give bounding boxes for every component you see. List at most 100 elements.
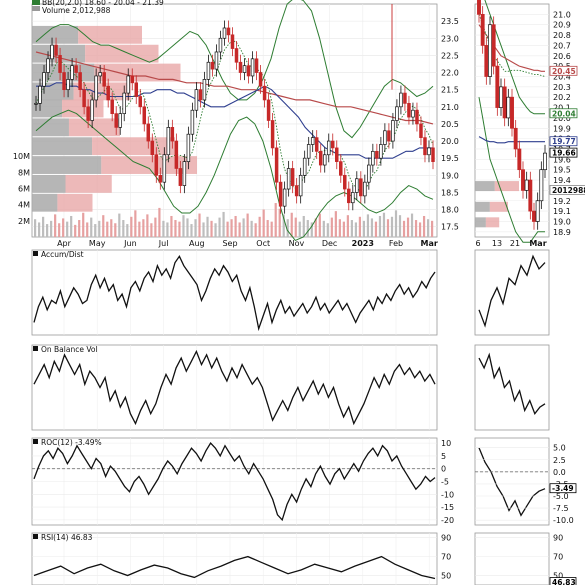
volume-bar [390, 216, 394, 237]
zoom-date-label: 13 [492, 239, 502, 248]
volume-bar [414, 220, 418, 237]
candle-body [387, 130, 391, 142]
month-label: Apr [57, 239, 72, 248]
candle-body [178, 168, 183, 186]
bb-legend-swatch [32, 0, 40, 5]
zoom-price-tick-label: 19.2 [553, 197, 571, 206]
price-badge-label: 19.77 [552, 137, 576, 146]
volume-tick-label: 6M [18, 185, 30, 194]
volume-bar [162, 220, 165, 237]
month-label: 2023 [352, 239, 374, 248]
candle-body [154, 154, 159, 176]
indicator-zoom-frame [474, 249, 550, 336]
candle-body [363, 181, 367, 197]
zoom-candle-body [495, 65, 500, 108]
volume-bar [242, 218, 245, 237]
volume-bar [138, 221, 141, 237]
volume-bar [330, 217, 333, 237]
zoom-price-tick-label: 20.1 [553, 104, 571, 113]
zoom-date-label: 21 [510, 239, 520, 248]
volume-by-price-up-bar [73, 82, 131, 101]
indicator-badge-label: -3.49 [552, 484, 574, 493]
volume-bar [178, 221, 181, 237]
zoom-candle-body [480, 14, 485, 46]
candle-body [230, 34, 235, 49]
price-tick-label: 22.0 [441, 69, 459, 78]
volume-bar [346, 215, 349, 237]
zoom-candle-body [488, 24, 492, 77]
volume-bar [146, 214, 149, 237]
volume-by-price-up-bar [101, 156, 197, 174]
volume-bar [166, 222, 169, 237]
volume-bar [266, 220, 269, 237]
bb-legend-text: BB(20,2.0) 18.60 - 20.04 - 21.39 [42, 0, 164, 7]
price-tick-label: 20.5 [441, 120, 459, 129]
volume-bar [258, 216, 261, 237]
candle-body [94, 75, 98, 101]
volume-bar [170, 215, 173, 237]
volume-bar [66, 221, 69, 237]
candle-body [302, 157, 307, 176]
volume-bar [118, 213, 121, 237]
volume-bar [154, 217, 157, 237]
zoom-price-tick-label: 21.0 [553, 10, 571, 19]
volume-bar [54, 214, 57, 237]
indicator-tick-label: 70 [441, 553, 451, 562]
volume-bar [90, 217, 93, 237]
indicator-zoom-line [478, 447, 546, 517]
volume-bar [222, 211, 225, 237]
volume-bar [150, 223, 153, 237]
candle-body [347, 188, 351, 204]
candle-body [106, 85, 110, 101]
volume-by-price-down-bar [32, 137, 93, 156]
indicator-line [33, 349, 436, 426]
candle-body [395, 106, 399, 121]
candle-body [86, 106, 90, 121]
month-label: Aug [189, 239, 205, 248]
price-tick-label: 20.0 [441, 137, 459, 146]
month-label: Feb [389, 239, 403, 248]
volume-by-price-up-bar [92, 137, 175, 156]
zoom-volume-up-bar [485, 217, 500, 228]
indicator-tick-label: -5 [441, 478, 449, 487]
candle-body [274, 147, 279, 183]
volume-bar [402, 220, 406, 237]
zoom-candle-body [535, 200, 540, 222]
candle-body [114, 113, 118, 128]
indicator-zoom-tick-label: -10.0 [553, 516, 574, 525]
volume-bar [214, 223, 217, 237]
candle-body [74, 65, 78, 73]
zoom-price-tick-label: 20.9 [553, 21, 571, 30]
indicator-panel-frame [31, 249, 438, 336]
candle-body [90, 99, 94, 121]
indicator-tick-label: -10 [441, 490, 454, 499]
volume-bar [398, 215, 402, 237]
volume-bar [290, 212, 293, 237]
candle-body [379, 144, 383, 159]
volume-by-price-up-bar [85, 44, 159, 63]
volume-by-price-up-bar [57, 193, 93, 212]
zoom-candle-body [484, 45, 489, 77]
volume-bar [318, 213, 321, 237]
zoom-candle-body [539, 169, 544, 202]
candle-body [427, 147, 431, 156]
indicator-zoom-tick-label: -7.5 [553, 504, 569, 513]
volume-bar [254, 223, 257, 237]
volume-bar [430, 220, 434, 237]
volume-bar [42, 216, 45, 237]
indicator-zoom-tick-label: 0.0 [553, 468, 566, 477]
candle-body [242, 65, 247, 73]
indicator-panel-frame [31, 344, 438, 431]
volume-bar [282, 214, 285, 237]
volume-bar [386, 219, 390, 237]
volume-tick-label: 8M [18, 168, 30, 177]
price-badge-label: 2012988 [552, 186, 585, 195]
volume-bar [358, 216, 362, 237]
volume-bar [130, 216, 133, 237]
volume-tick-label: 2M [18, 217, 30, 226]
candle-body [42, 72, 46, 87]
volume-bar [262, 209, 265, 237]
volume-bar [354, 222, 357, 237]
zoom-candle-body [532, 210, 536, 222]
candle-body [375, 150, 379, 159]
